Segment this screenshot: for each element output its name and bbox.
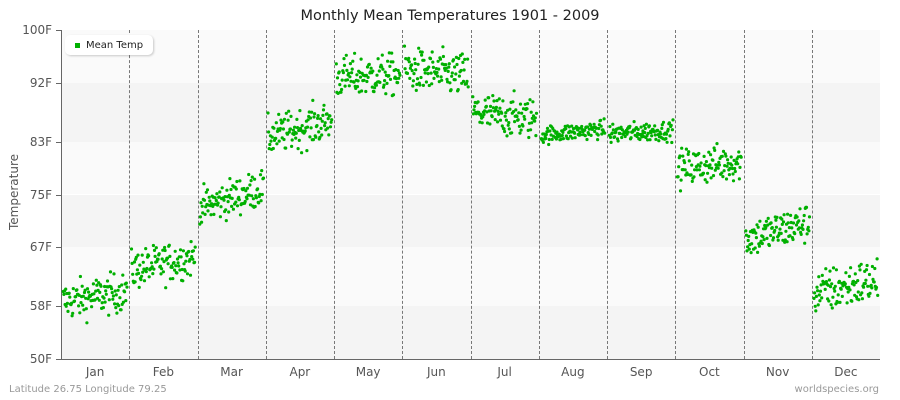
grid-band xyxy=(61,82,880,142)
chart-title: Monthly Mean Temperatures 1901 - 2009 xyxy=(300,8,600,24)
month-separator xyxy=(198,30,199,359)
y-tick-mark xyxy=(56,195,61,196)
coordinates-caption: Latitude 26.75 Longitude 79.25 xyxy=(9,384,167,395)
month-separator xyxy=(129,30,130,359)
y-tick-mark xyxy=(56,142,61,143)
y-tick-mark xyxy=(56,359,61,360)
month-separator xyxy=(607,30,608,359)
x-axis-line xyxy=(61,359,880,360)
x-tick-label: Jul xyxy=(497,365,512,379)
y-axis-line xyxy=(61,30,62,360)
x-tick-label: Nov xyxy=(765,365,790,379)
grid-band xyxy=(61,194,880,248)
grid-band xyxy=(61,30,880,83)
month-separator xyxy=(744,30,745,359)
x-tick-label: Aug xyxy=(561,365,585,379)
x-tick-label: Sep xyxy=(629,365,653,379)
source-caption: worldspecies.org xyxy=(794,384,879,395)
x-tick-label: Mar xyxy=(220,365,243,379)
grid-band xyxy=(61,306,880,359)
month-separator xyxy=(334,30,335,359)
x-tick-label: Apr xyxy=(289,365,311,379)
grid-band xyxy=(61,247,880,307)
month-separator xyxy=(402,30,403,359)
y-tick-label: 100F xyxy=(22,23,52,37)
legend-swatch-icon xyxy=(75,42,80,48)
y-tick-label: 67F xyxy=(29,240,52,255)
x-tick-label: Jan xyxy=(85,365,105,379)
month-separator xyxy=(812,30,813,359)
y-tick-mark xyxy=(56,83,61,84)
x-tick-label: Oct xyxy=(699,365,720,379)
y-tick-label: 83F xyxy=(29,134,52,149)
grid-band xyxy=(61,141,880,195)
month-separator xyxy=(675,30,676,359)
legend-label: Mean Temp xyxy=(86,39,144,51)
y-tick-mark xyxy=(56,30,61,31)
month-separator xyxy=(471,30,472,359)
y-tick-mark xyxy=(56,247,61,248)
x-tick-label: May xyxy=(355,365,381,379)
month-separator xyxy=(539,30,540,359)
y-tick-label: 50F xyxy=(29,352,52,366)
plot-area xyxy=(61,30,880,359)
month-separator xyxy=(266,30,267,359)
x-tick-label: Feb xyxy=(152,365,174,379)
y-tick-label: 92F xyxy=(29,75,52,90)
legend[interactable]: Mean Temp xyxy=(65,35,154,55)
y-tick-label: 58F xyxy=(29,299,52,314)
y-tick-mark xyxy=(56,306,61,307)
y-tick-label: 75F xyxy=(29,187,52,202)
x-tick-label: Dec xyxy=(834,365,858,379)
x-tick-label: Jun xyxy=(427,365,446,379)
